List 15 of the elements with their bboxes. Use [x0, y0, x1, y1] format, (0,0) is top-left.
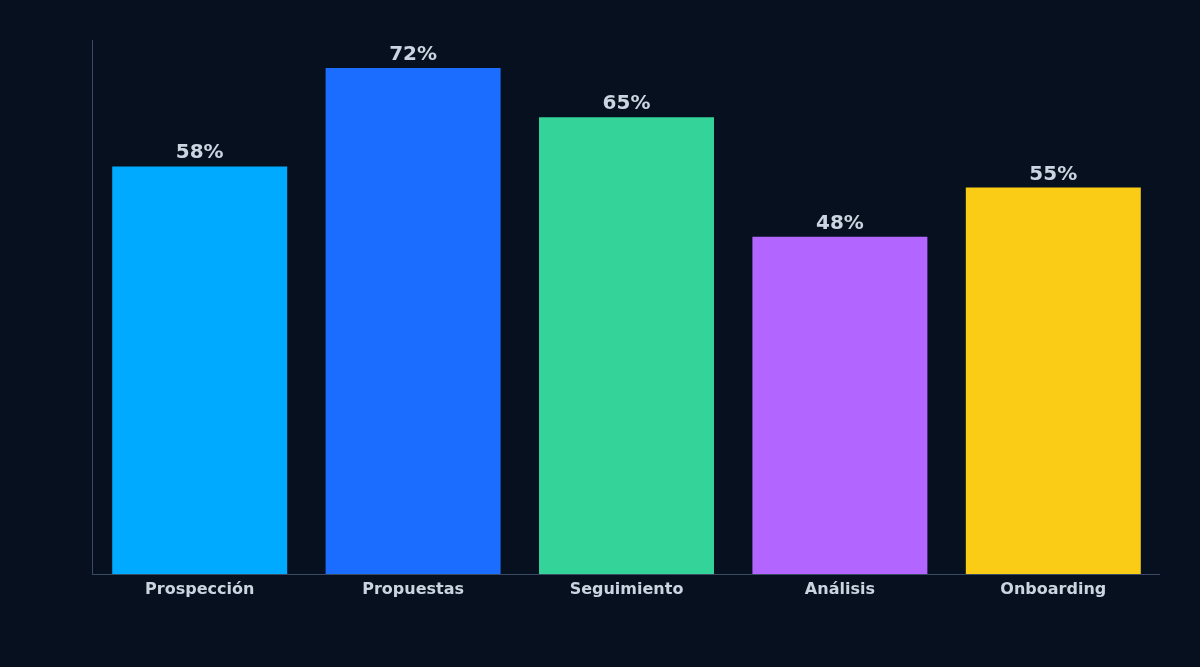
x-tick-label: Onboarding: [1000, 579, 1107, 599]
x-tick-label: Prospección: [145, 579, 255, 599]
bar: [325, 68, 501, 574]
bar: [539, 117, 714, 574]
data-label: 65%: [602, 90, 651, 115]
bar: [752, 236, 928, 574]
data-label: 72%: [389, 41, 438, 66]
x-tick-label: Seguimiento: [569, 579, 684, 599]
x-tick-label: Propuestas: [362, 579, 464, 599]
x-tick-label: Análisis: [804, 579, 875, 599]
bar: [112, 166, 288, 574]
data-label: 48%: [815, 209, 864, 234]
data-label: 58%: [175, 139, 224, 164]
data-label: 55%: [1029, 160, 1078, 185]
bar: [965, 187, 1141, 574]
